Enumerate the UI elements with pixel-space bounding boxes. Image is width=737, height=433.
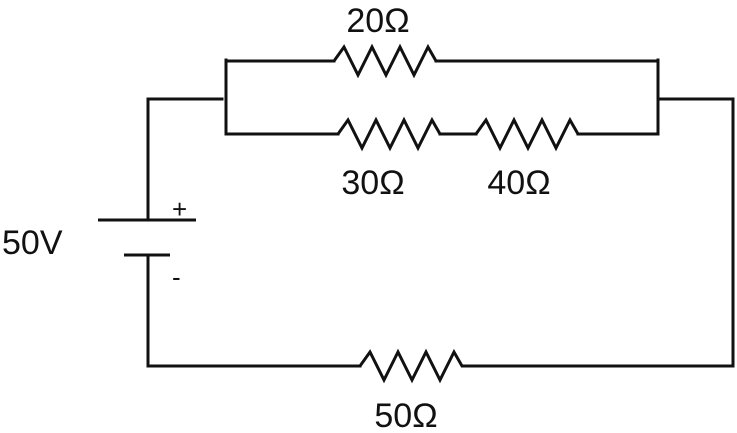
resistor-40-ohm xyxy=(474,116,580,152)
label-resistor-30: 30Ω xyxy=(341,164,404,202)
label-positive-terminal: + xyxy=(172,194,187,224)
label-resistor-40: 40Ω xyxy=(487,164,550,202)
label-source-voltage: 50V xyxy=(2,224,63,262)
label-resistor-20: 20Ω xyxy=(346,2,409,40)
resistor-50-ohm xyxy=(358,348,474,384)
wire-right xyxy=(472,97,735,368)
resistor-20-ohm xyxy=(332,43,438,79)
circuit-wires xyxy=(146,58,735,368)
wire-left-lower xyxy=(146,253,362,368)
battery xyxy=(98,218,196,257)
resistor-30-ohm xyxy=(336,116,442,152)
label-negative-terminal: - xyxy=(172,262,181,292)
label-resistor-50: 50Ω xyxy=(374,397,437,433)
wire-left-upper xyxy=(146,97,224,222)
